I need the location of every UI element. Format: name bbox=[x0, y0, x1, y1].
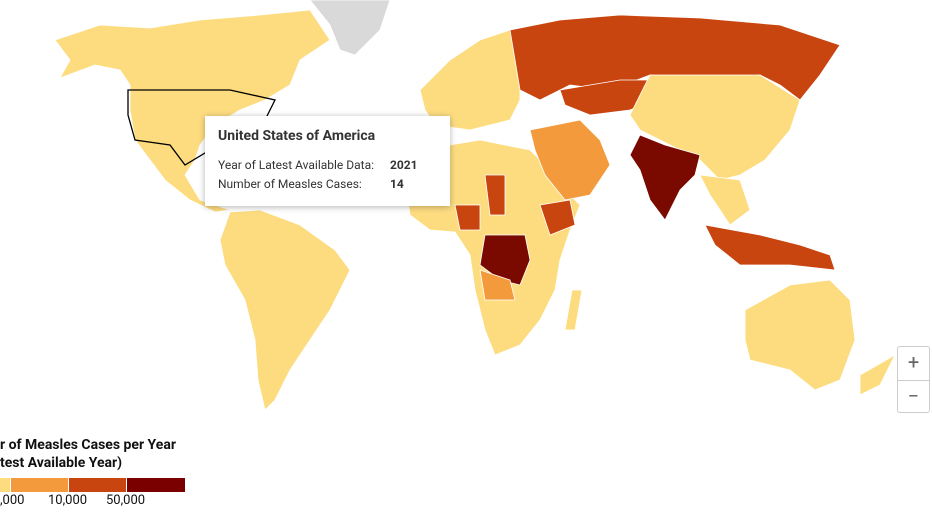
row-value: 2021 bbox=[390, 158, 418, 172]
tooltip-row: Year of Latest Available Data: 2021 bbox=[218, 156, 437, 175]
ethiopia bbox=[539, 199, 576, 236]
east-asia bbox=[629, 74, 801, 181]
row-value: 14 bbox=[390, 177, 404, 191]
countries bbox=[54, 0, 896, 411]
tooltip: United States of America Year of Latest … bbox=[205, 116, 450, 206]
zoom-out[interactable]: − bbox=[907, 384, 920, 408]
middle-east bbox=[529, 119, 611, 201]
row-label: Year of Latest Available Data: bbox=[218, 158, 375, 172]
europe bbox=[419, 29, 521, 131]
tooltip-row: Number of Measles Cases: 14 bbox=[218, 175, 437, 194]
madagascar bbox=[564, 289, 583, 331]
legend-title: r of Measles Cases per Year bbox=[0, 437, 176, 453]
chad bbox=[484, 174, 506, 216]
legend-swatch bbox=[11, 478, 69, 492]
australia bbox=[744, 279, 856, 391]
nigeria bbox=[454, 204, 481, 231]
legend-title: test Available Year) bbox=[0, 455, 123, 471]
zoom-in[interactable]: + bbox=[898, 347, 929, 381]
legend-label: 10,000 bbox=[48, 493, 88, 508]
legend-labels: ,000 10,000 50,000 bbox=[0, 492, 185, 510]
legend: r of Measles Cases per Year test Availab… bbox=[0, 436, 185, 510]
drc bbox=[479, 234, 531, 286]
legend-swatch bbox=[0, 478, 11, 492]
greenland bbox=[309, 0, 391, 56]
new-zealand bbox=[859, 354, 896, 396]
row-label: Number of Measles Cases: bbox=[218, 177, 362, 191]
southeast-asia bbox=[699, 174, 751, 226]
legend-swatch bbox=[69, 478, 127, 492]
legend-label: 50,000 bbox=[106, 493, 146, 508]
zoom-controls: + − bbox=[897, 346, 930, 413]
india bbox=[629, 134, 701, 221]
legend-swatch bbox=[127, 478, 185, 492]
legend-scale bbox=[0, 478, 185, 492]
legend-label: ,000 bbox=[0, 493, 25, 508]
indonesia bbox=[704, 224, 836, 271]
south-america bbox=[219, 209, 351, 411]
tooltip-title: United States of America bbox=[218, 128, 376, 144]
russia bbox=[509, 14, 841, 101]
north-america bbox=[54, 9, 331, 213]
angola bbox=[479, 269, 516, 301]
